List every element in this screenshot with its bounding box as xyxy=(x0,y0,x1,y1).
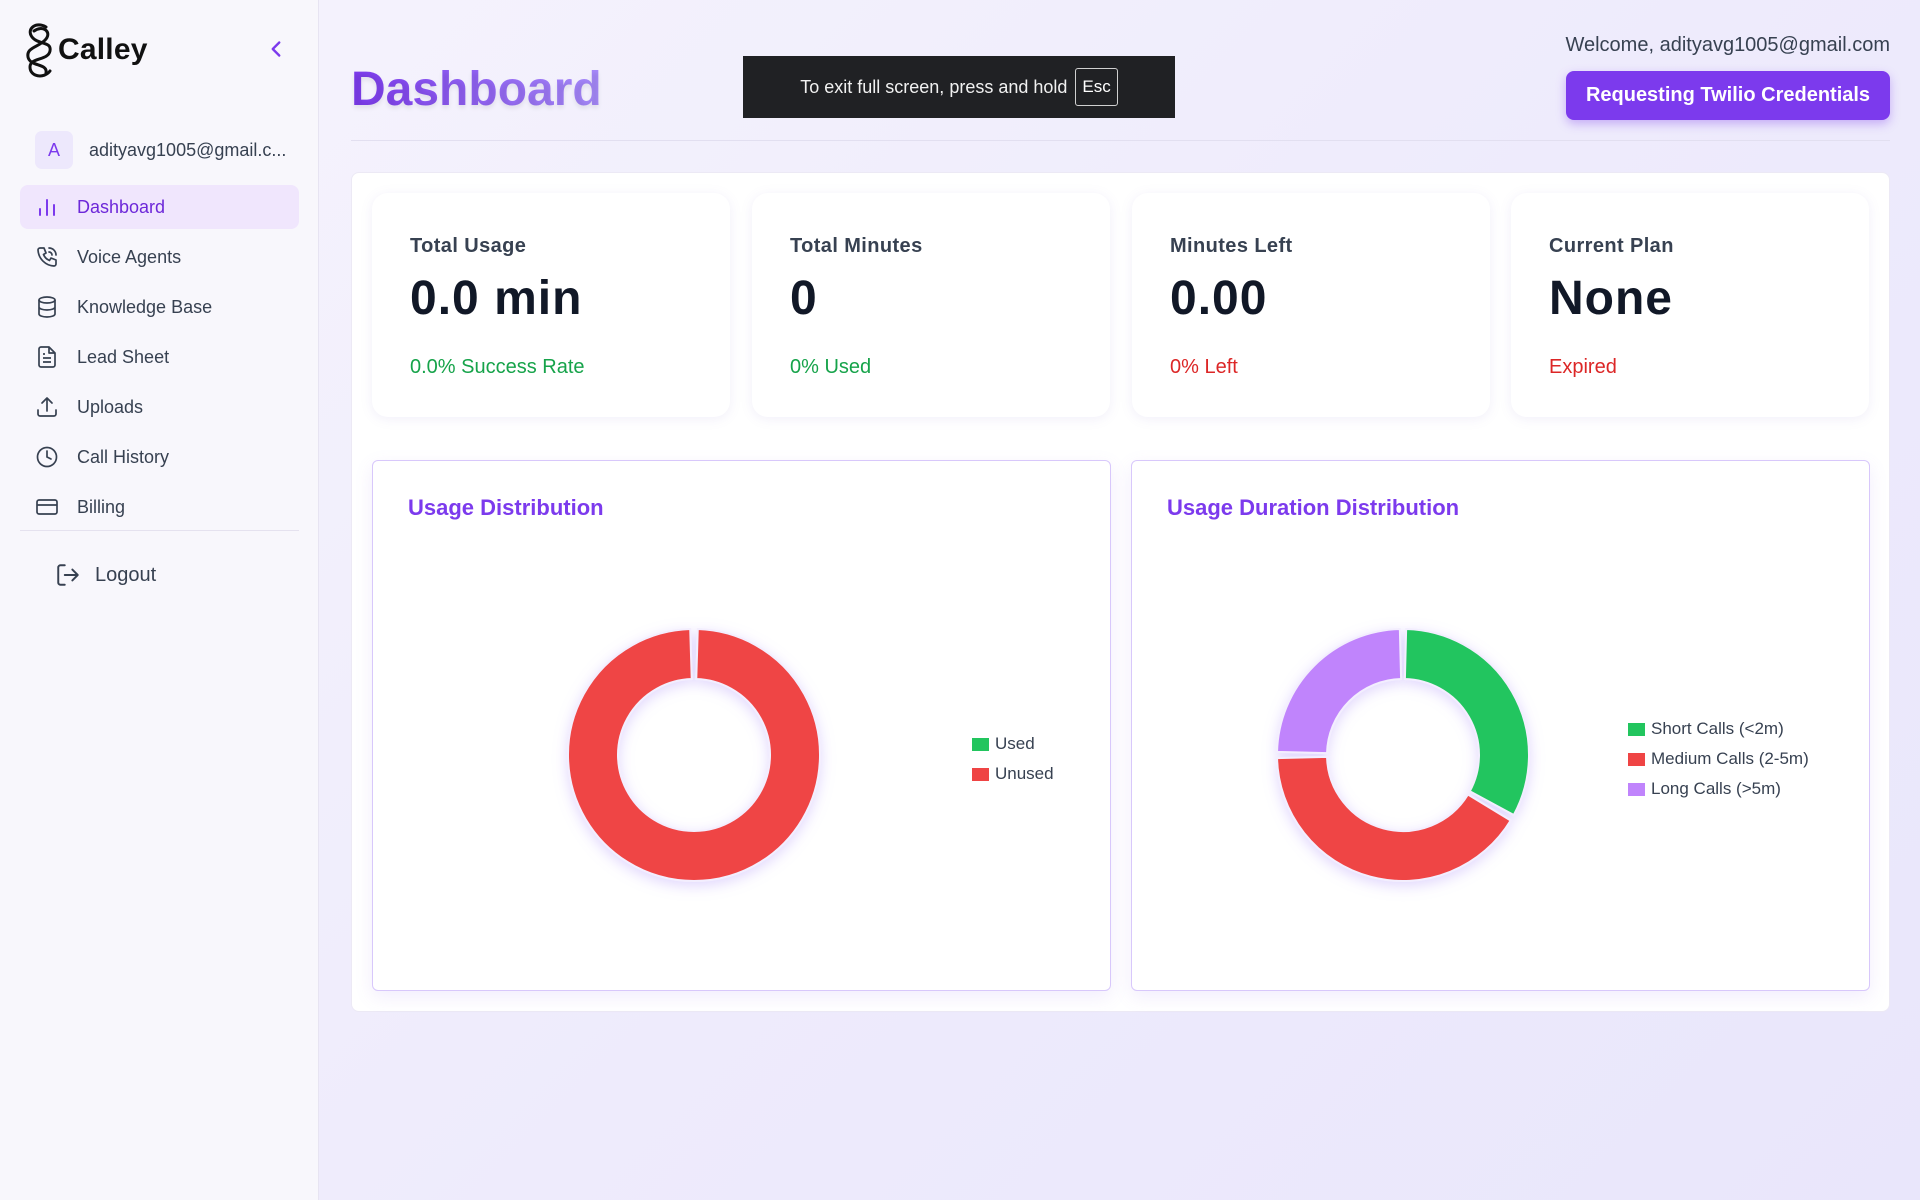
sidebar-item-label: Dashboard xyxy=(77,196,166,217)
header-divider xyxy=(351,140,1890,141)
welcome-text: Welcome, adityavg1005@gmail.com xyxy=(1565,34,1890,56)
sidebar-item-label: Knowledge Base xyxy=(77,296,213,317)
stat-card-current-plan: Current Plan None Expired xyxy=(1511,193,1869,417)
esc-key-badge: Esc xyxy=(1075,68,1118,106)
stat-value: None xyxy=(1549,272,1673,325)
stat-label: Total Usage xyxy=(410,235,527,257)
legend-item-medium-calls-2-5m[interactable]: Medium Calls (2-5m) xyxy=(1628,744,1809,774)
fullscreen-notice-text: To exit full screen, press and hold xyxy=(800,76,1068,97)
database-icon xyxy=(38,296,56,318)
upload-icon xyxy=(37,397,57,417)
stat-subtext: 0.0% Success Rate xyxy=(410,356,585,378)
phone-icon xyxy=(37,247,57,267)
request-twilio-credentials-button[interactable]: Requesting Twilio Credentials xyxy=(1566,71,1890,120)
sidebar-item-label: Lead Sheet xyxy=(77,346,170,367)
stat-label: Total Minutes xyxy=(790,235,923,257)
sidebar-nav: Dashboard Voice Agents Knowledge Base Le… xyxy=(20,185,299,535)
user-email: adityavg1005@gmail.c... xyxy=(89,139,287,160)
sidebar-item-label: Uploads xyxy=(77,396,144,417)
document-icon xyxy=(38,346,56,368)
sidebar: Calley A adityavg1005@gmail.c... Dashboa… xyxy=(0,0,319,1200)
logout-icon xyxy=(57,564,79,586)
logout-label: Logout xyxy=(95,563,157,586)
sidebar-item-voice-agents[interactable]: Voice Agents xyxy=(20,235,299,279)
stat-card-total-minutes: Total Minutes 0 0% Used xyxy=(752,193,1110,417)
sidebar-item-label: Billing xyxy=(77,496,126,517)
sidebar-item-uploads[interactable]: Uploads xyxy=(20,385,299,429)
chevron-left-icon[interactable] xyxy=(263,36,289,62)
stat-card-total-usage: Total Usage 0.0 min 0.0% Success Rate xyxy=(372,193,730,417)
legend-label: Unused xyxy=(995,764,1054,783)
legend-item-unused[interactable]: Unused xyxy=(972,759,1054,789)
legend-swatch xyxy=(1628,752,1645,766)
usage-duration-distribution-card: Usage Duration Distribution Short Calls … xyxy=(1131,460,1870,991)
sidebar-item-lead-sheet[interactable]: Lead Sheet xyxy=(20,335,299,379)
avatar: A xyxy=(35,131,73,169)
divider xyxy=(20,530,299,531)
sidebar-item-knowledge-base[interactable]: Knowledge Base xyxy=(20,285,299,329)
usage-distribution-card: Usage Distribution Used Unused xyxy=(372,460,1111,991)
usage-distribution-chart xyxy=(567,628,821,882)
credit-card-icon xyxy=(36,499,58,515)
stat-value: 0 xyxy=(790,272,818,325)
legend-swatch xyxy=(972,737,989,751)
donut-slice-long-calls-5m[interactable] xyxy=(1276,628,1403,755)
chart-legend: Used Unused xyxy=(972,729,1054,789)
donut-slice-unused[interactable] xyxy=(567,628,821,882)
page-title: Dashboard xyxy=(351,63,602,116)
chart-legend: Short Calls (<2m) Medium Calls (2-5m) Long… xyxy=(1628,714,1809,804)
stat-card-minutes-left: Minutes Left 0.00 0% Left xyxy=(1132,193,1490,417)
sidebar-item-label: Call History xyxy=(77,446,170,467)
sidebar-item-dashboard[interactable]: Dashboard xyxy=(20,185,299,229)
legend-label: Used xyxy=(995,734,1035,753)
stat-subtext: 0% Left xyxy=(1170,356,1238,378)
dashboard-panel: Total Usage 0.0 min 0.0% Success Rate To… xyxy=(351,172,1890,1012)
clock-icon xyxy=(36,446,58,468)
legend-swatch xyxy=(1628,722,1645,736)
legend-label: Short Calls (<2m) xyxy=(1651,719,1784,738)
stat-label: Minutes Left xyxy=(1170,235,1293,257)
logout-button[interactable]: Logout xyxy=(55,562,156,588)
bar-chart-icon xyxy=(39,199,55,216)
legend-item-short-calls-2m[interactable]: Short Calls (<2m) xyxy=(1628,714,1809,744)
sidebar-item-label: Voice Agents xyxy=(77,246,182,267)
usage-duration-distribution-chart xyxy=(1276,628,1530,883)
legend-label: Medium Calls (2-5m) xyxy=(1651,749,1809,768)
stat-label: Current Plan xyxy=(1549,235,1674,257)
donut-slice-medium-calls-2-5m[interactable] xyxy=(1276,755,1513,883)
calley-logo-icon xyxy=(26,23,52,78)
chart-title: Usage Distribution xyxy=(408,495,604,520)
legend-item-used[interactable]: Used xyxy=(972,729,1054,759)
stat-subtext: 0% Used xyxy=(790,356,872,378)
donut-slice-short-calls-2m[interactable] xyxy=(1403,628,1530,817)
legend-label: Long Calls (>5m) xyxy=(1651,779,1781,798)
brand[interactable]: Calley xyxy=(22,20,148,80)
stat-value: 0.00 xyxy=(1170,272,1268,325)
legend-swatch xyxy=(972,767,989,781)
legend-swatch xyxy=(1628,782,1645,796)
legend-item-long-calls-5m[interactable]: Long Calls (>5m) xyxy=(1628,774,1809,804)
sidebar-item-call-history[interactable]: Call History xyxy=(20,435,299,479)
stat-subtext: Expired xyxy=(1549,356,1617,378)
fullscreen-notice: To exit full screen, press and hold Esc xyxy=(743,56,1175,118)
stat-value: 0.0 min xyxy=(410,272,583,325)
chart-title: Usage Duration Distribution xyxy=(1167,495,1460,520)
user-profile[interactable]: A adityavg1005@gmail.c... xyxy=(35,131,289,169)
sidebar-item-billing[interactable]: Billing xyxy=(20,485,299,529)
brand-name: Calley xyxy=(58,33,148,66)
